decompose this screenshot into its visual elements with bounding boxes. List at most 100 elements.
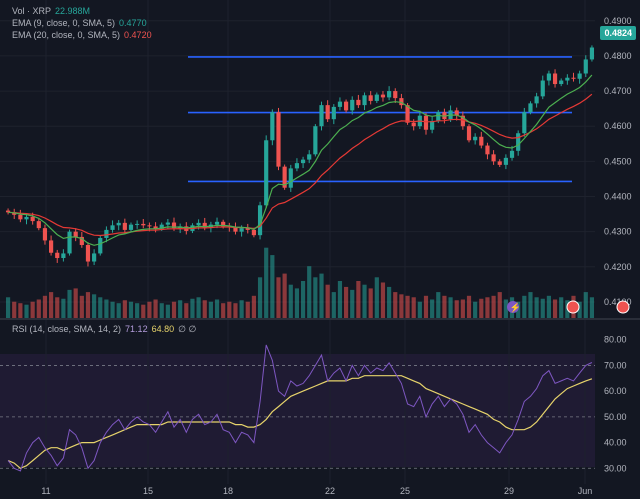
candle-body <box>350 99 355 111</box>
volume-bar <box>552 299 558 318</box>
volume-bar <box>491 295 496 318</box>
candle-body <box>393 91 398 99</box>
ema-lines <box>8 74 593 246</box>
volume-bar <box>430 299 435 318</box>
volume-bar <box>307 266 312 318</box>
candle-body <box>221 221 226 227</box>
price-tick-label: 0.4900 <box>604 16 632 26</box>
candle-body <box>61 253 66 259</box>
candle-body <box>245 228 250 230</box>
volume-bar <box>202 300 207 318</box>
volume-bar <box>55 297 60 318</box>
candle-body <box>374 94 379 101</box>
candle-body <box>128 224 134 230</box>
volume-bar <box>368 288 373 318</box>
rsi-legend-extra: ∅ ∅ <box>178 324 197 334</box>
candle-body <box>276 112 281 167</box>
candle-body <box>24 216 29 220</box>
horizontal-levels <box>188 56 572 183</box>
rsi-tick-label: 50.00 <box>604 412 627 422</box>
volume-bar <box>128 301 134 318</box>
volume-bar <box>276 277 281 318</box>
volume-bar <box>73 288 78 318</box>
volume-bar <box>479 298 484 318</box>
volume-bar <box>153 299 158 318</box>
volume-bar <box>344 286 349 318</box>
volume-bar <box>374 277 379 318</box>
volume-bar <box>257 277 263 318</box>
volume-bar <box>460 299 465 318</box>
candle-body <box>55 252 60 259</box>
price-tick-label: 0.4100 <box>604 297 632 307</box>
volume-bar <box>411 297 416 318</box>
volume-bar <box>448 297 453 318</box>
candle-body <box>12 212 17 215</box>
candle-body <box>135 223 140 225</box>
ema9-legend[interactable]: EMA (9, close, 0, SMA, 5) 0.4770 <box>12 18 151 28</box>
candle-body <box>282 166 287 188</box>
candle-body <box>436 112 441 121</box>
candle-body <box>171 222 177 229</box>
volume-bar <box>233 303 238 318</box>
volume-bar <box>221 303 226 318</box>
candle-body <box>313 126 318 155</box>
price-tick-label: 0.4300 <box>604 227 632 237</box>
volume-bar <box>214 299 220 318</box>
candle-body <box>42 228 48 241</box>
volume-bar <box>319 273 324 318</box>
candle-body <box>264 140 269 206</box>
candle-body <box>522 112 527 134</box>
volume-bar <box>528 292 533 318</box>
ema20-legend-value: 0.4720 <box>124 30 152 40</box>
candle-body <box>307 154 312 160</box>
ema20-legend[interactable]: EMA (20, close, 0, SMA, 5) 0.4720 <box>12 30 156 40</box>
volume-bar <box>67 289 72 318</box>
volume-bar <box>331 292 336 318</box>
candle-body <box>251 229 256 236</box>
rsi-legend-label: RSI (14, close, SMA, 14, 2) <box>12 324 122 334</box>
rsi-tick-label: 30.00 <box>604 463 627 473</box>
candle-body <box>233 227 238 232</box>
rsi-legend[interactable]: RSI (14, close, SMA, 14, 2) 71.12 64.80 ∅ ∅ <box>12 324 200 335</box>
candle-body <box>571 77 576 79</box>
volume-bar <box>61 298 66 318</box>
volume-bar <box>30 301 35 318</box>
candle-body <box>202 222 207 228</box>
event-flags[interactable]: ⚡ <box>507 300 630 314</box>
candle-body <box>79 236 84 246</box>
candle-body <box>331 106 336 120</box>
candle-body <box>589 47 595 60</box>
rsi-ma-line <box>7 375 593 469</box>
candle-body <box>460 115 465 127</box>
date-tick-label: Jun <box>578 486 593 496</box>
volume-bar <box>5 297 11 318</box>
candle-body <box>411 122 416 127</box>
volume-bar <box>141 304 146 318</box>
date-tick-label: 22 <box>325 486 335 496</box>
candle-body <box>73 231 78 237</box>
date-tick-label: 29 <box>504 486 514 496</box>
volume-bar <box>85 292 91 318</box>
volume-bar <box>356 281 361 318</box>
volume-bar <box>251 295 256 318</box>
candle-body <box>147 225 152 227</box>
volume-legend[interactable]: Vol · XRP 22.988M <box>12 6 94 16</box>
candle-body <box>165 222 170 225</box>
rsi-line <box>7 344 593 472</box>
rsi-tick-label: 70.00 <box>604 360 627 370</box>
volume-bar <box>577 301 582 318</box>
volume-bar <box>466 295 472 318</box>
candle-body <box>104 229 109 238</box>
ema20-legend-label: EMA (20, close, 0, SMA, 5) <box>12 30 121 40</box>
volume-bar <box>135 303 140 318</box>
candle-body <box>116 222 121 226</box>
volume-bar <box>362 284 367 318</box>
volume-bar <box>196 297 201 318</box>
rsi-tick-label: 60.00 <box>604 386 627 396</box>
volume-bar <box>313 277 318 318</box>
volume-bar <box>190 298 195 318</box>
ema9-line <box>8 74 593 246</box>
volume-bar <box>245 301 250 318</box>
volume-bar <box>387 286 392 318</box>
